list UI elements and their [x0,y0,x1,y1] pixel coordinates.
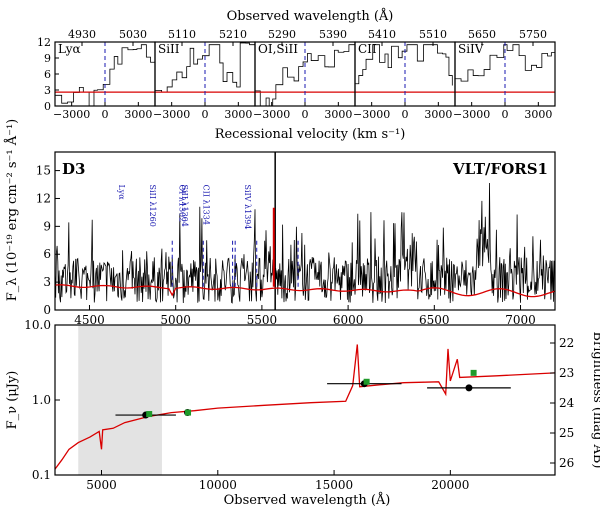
bottom-panel-xlabel: Observed wavelength (Å) [224,492,391,508]
top-obs-tick-label: 5410 [368,28,396,41]
middle-x-tick-label: 6500 [419,313,450,327]
middle-y-tick-label: 6 [43,247,51,261]
middle-x-tick-label: 4500 [74,313,105,327]
bottom-ylabel: F_ν (μJy) [5,371,20,430]
top-vel-tick-label: 0 [402,108,409,121]
bottom-y-tick-label: 0.1 [32,468,51,482]
bottom-x-tick-label: 20000 [431,478,469,492]
top-vel-tick-label: 3000 [224,108,252,121]
top-obs-tick-label: 5290 [268,28,296,41]
middle-line-label-5: SiIV λ1394 [243,185,252,230]
top-line-label-1: SiII [158,42,180,56]
top-obs-tick-label: 5510 [419,28,447,41]
bottom-x-tick-label: 10000 [199,478,237,492]
bottom-photometry-point-3 [465,384,473,392]
middle-model [54,284,556,298]
bottom-shaded-region [78,325,162,475]
top-vel-tick-label: −3000 [153,108,190,121]
bottom-y-tick-label: 1.0 [32,393,51,407]
top-y-tick-label: 9 [44,52,51,65]
top-vel-tick-label: 0 [502,108,509,121]
top-obs-tick-label: 4930 [68,28,96,41]
top-y-tick-label: 3 [44,84,51,97]
bottom-model-photometry-0 [146,411,153,418]
top-obs-tick-label: 5210 [219,28,247,41]
top-y-tick-label: 0 [44,100,51,113]
top-vel-tick-label: 0 [102,108,109,121]
top-vel-tick-label: 3000 [324,108,352,121]
middle-line-label-1: SiII λ1260 [148,185,157,227]
middle-line-label-4: CII λ1334 [202,185,211,225]
bottom-y-tick-label: 10.0 [24,318,51,332]
top-obs-tick-label: 5650 [468,28,496,41]
top-vel-tick-label: −3000 [253,108,290,121]
top-spectrum-1 [155,42,256,93]
bottom-x-tick-label: 15000 [315,478,353,492]
top-spectrum-3 [355,44,453,86]
bottom-ylabel-right: Brightness (mag AB) [590,331,600,468]
top-y-tick-label: 6 [44,68,51,81]
middle-y-tick-label: 15 [36,164,51,178]
middle-panel-label-left: D3 [62,160,85,178]
top-vel-tick-label: 0 [302,108,309,121]
top-vel-tick-label: −3000 [453,108,490,121]
bottom-right-tick-label: 24 [559,396,575,410]
top-vel-tick-label: 0 [202,108,209,121]
top-vel-tick-label: 3000 [524,108,552,121]
middle-line-label-0: Lyα [117,185,126,201]
top-line-label-4: SiIV [458,42,484,56]
middle-y-tick-label: 3 [43,275,51,289]
top-spectrum-4 [455,44,556,82]
top-obs-tick-label: 5030 [119,28,147,41]
top-vel-tick-label: −3000 [53,108,90,121]
top-obs-tick-label: 5750 [519,28,547,41]
upper-ylabel: F_λ (10⁻¹⁹ erg cm⁻² s⁻¹ Å⁻¹) [4,119,20,302]
top-obs-tick-label: 5110 [168,28,196,41]
top-line-label-0: Lyα [58,42,81,56]
middle-x-tick-label: 6000 [333,313,364,327]
middle-line-label-3: SiII λ1304 [180,185,189,227]
bottom-right-tick-label: 25 [559,426,574,440]
top-y-tick-label: 12 [37,36,51,49]
middle-frame [54,151,556,311]
top-line-label-3: CII [358,42,377,56]
bottom-right-tick-label: 23 [559,366,574,380]
bottom-panel: 5000 10000 15000 20000 10.0 1.0 0.1 22 23 24 25 26 [24,318,574,492]
middle-x-tick-label: 5500 [247,313,278,327]
top-line-label-2: OI,SiII [258,42,298,56]
middle-x-tick-label: 5000 [160,313,191,327]
top-vel-tick-label: −3000 [353,108,390,121]
top-vel-tick-label: 3000 [424,108,452,121]
middle-y-tick-label: 9 [43,219,51,233]
top-panel-xlabel: Recessional velocity (km s⁻¹) [215,127,406,142]
middle-line-label-2: OI λ1302 [177,185,186,223]
middle-spectrum [54,182,556,304]
middle-y-tick-label: 0 [43,303,51,317]
bottom-model-photometry-3 [470,369,477,376]
bottom-model-photometry-2 [363,378,370,385]
middle-panel-label-right: VLT/FORS1 [452,160,548,178]
bottom-right-tick-label: 26 [559,456,574,470]
top-panel-title: Observed wavelength (Å) [227,8,394,24]
middle-x-tick-label: 7000 [505,313,536,327]
bottom-right-tick-label: 22 [559,336,574,350]
bottom-x-tick-label: 5000 [86,478,117,492]
top-obs-tick-label: 5390 [319,28,347,41]
bottom-model-photometry-1 [185,409,192,416]
middle-y-tick-label: 12 [36,191,51,205]
top-vel-tick-label: 3000 [124,108,152,121]
bottom-model-sed [54,344,556,470]
